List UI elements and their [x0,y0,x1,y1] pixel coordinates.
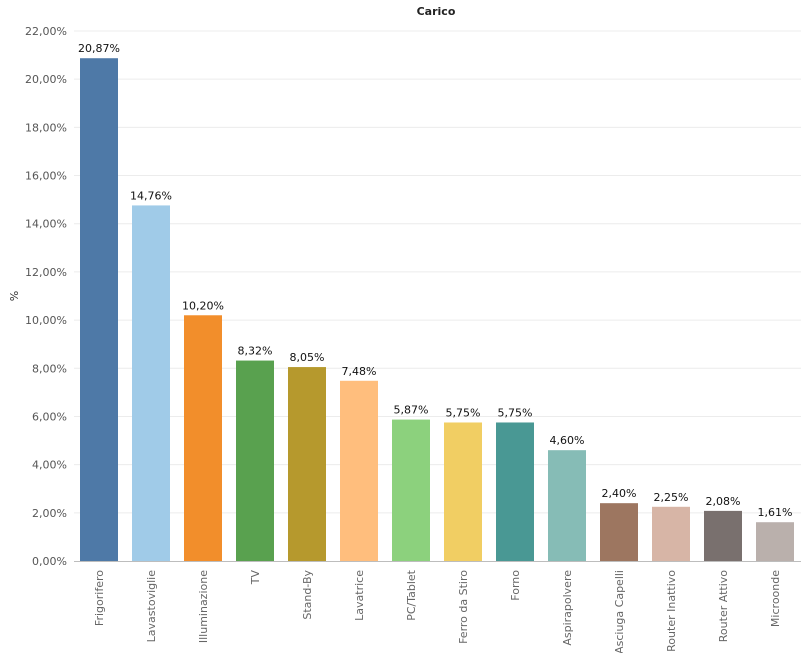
x-tick-label: Router Attivo [717,570,730,642]
x-tick-label: Frigorifero [93,570,106,626]
bar [80,58,118,562]
bar [600,503,638,561]
data-label: 14,76% [130,189,172,202]
y-axis-label: % [8,291,21,301]
data-label: 2,25% [654,491,689,504]
bar [132,205,170,561]
data-label: 7,48% [342,365,377,378]
x-tick-label: Microonde [769,570,782,627]
y-tick-label: 12,00% [25,266,67,279]
y-tick-label: 16,00% [25,170,67,183]
y-tick-label: 2,00% [32,507,67,520]
bar [756,522,794,561]
x-tick-label: Aspirapolvere [561,570,574,646]
data-label: 4,60% [550,434,585,447]
y-tick-label: 6,00% [32,410,67,423]
y-axis-ticks: 0,00% 2,00% 4,00% 6,00% 8,00% 10,00% 12,00% 14,… [25,25,67,568]
bar [496,422,534,561]
bar [392,419,430,561]
y-tick-label: 14,00% [25,218,67,231]
y-tick-label: 10,00% [25,314,67,327]
data-label: 10,20% [182,299,224,312]
chart-title: Carico [417,5,456,18]
x-tick-label: Lavastoviglie [145,570,158,643]
bar [340,380,378,561]
x-tick-label: Asciuga Capelli [613,570,626,653]
data-label: 5,75% [446,406,481,419]
x-tick-label: Forno [509,570,522,601]
gridlines [74,30,801,514]
x-tick-label: Ferro da Stiro [457,570,470,644]
x-tick-label: Lavatrice [353,570,366,621]
bar [652,506,690,561]
data-label: 1,61% [758,506,793,519]
x-tick-label: PC/Tablet [405,569,418,620]
data-label: 2,08% [706,495,741,508]
y-tick-label: 4,00% [32,459,67,472]
data-label: 8,05% [290,351,325,364]
x-axis-ticks: Frigorifero Lavastoviglie Illuminazione TV S… [93,569,782,653]
bar [444,422,482,561]
data-label: 5,87% [394,404,429,417]
data-label: 8,32% [238,345,273,358]
x-tick-label: Stand-By [301,570,314,620]
y-tick-label: 18,00% [25,121,67,134]
y-tick-label: 22,00% [25,25,67,38]
bar [548,450,586,561]
data-label: 2,40% [602,487,637,500]
bar [704,510,742,561]
y-tick-label: 20,00% [25,73,67,86]
data-label: 5,75% [498,406,533,419]
data-label: 20,87% [78,42,120,55]
y-tick-label: 0,00% [32,555,67,568]
bar [236,360,274,561]
bar [184,315,222,561]
y-tick-label: 8,00% [32,362,67,375]
x-tick-label: Router Inattivo [665,570,678,652]
x-tick-label: Illuminazione [197,570,210,643]
bar [288,367,326,561]
x-tick-label: TV [249,570,262,586]
bars [80,58,794,562]
data-labels: 20,87% 14,76% 10,20% 8,32% 8,05% 7,48% 5,87% 5,… [78,42,792,519]
